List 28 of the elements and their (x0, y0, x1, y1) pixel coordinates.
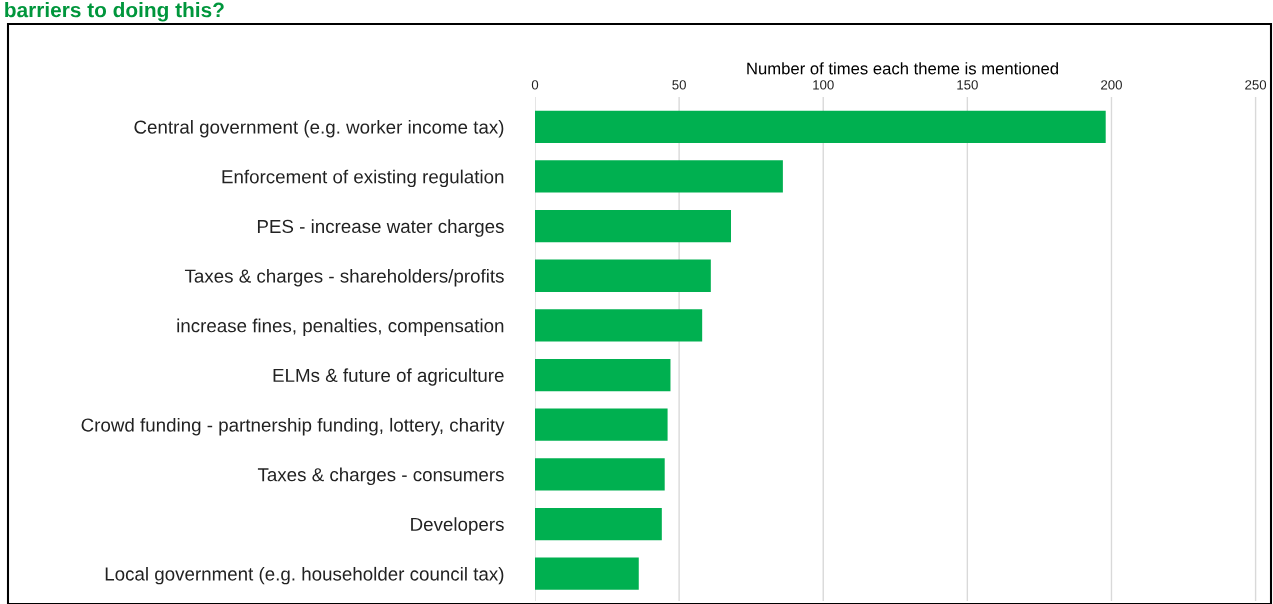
y-tick-label: Local government (e.g. householder council tax) (105, 566, 504, 585)
bar (535, 458, 665, 491)
y-tick-label: Taxes & charges - shareholders/profits (184, 268, 504, 287)
bar (535, 507, 662, 541)
bar (535, 309, 703, 342)
x-tick-label: 50 (672, 80, 686, 90)
y-tick-label: PES - increase water charges (257, 219, 504, 237)
x-axis-title: Number of times each theme is mentioned (747, 62, 1058, 75)
bar (535, 209, 731, 243)
y-tick-label: Enforcement of existing regulation (222, 169, 504, 188)
y-tick-label: Developers (411, 517, 504, 535)
x-tick-label: 100 (813, 80, 834, 90)
x-tick-label: 150 (957, 80, 978, 90)
text: barriers to doing this? (5, 2, 224, 22)
bar (535, 358, 671, 392)
x-tick-label: 250 (1245, 80, 1267, 90)
bar (535, 160, 783, 193)
y-tick-label: Central government (e.g. worker income tax) (134, 119, 504, 138)
x-tick-label: 200 (1101, 80, 1122, 90)
y-tick-label: ELMs & future of agriculture (273, 368, 504, 386)
y-tick-label: Crowd funding - partnership funding, lottery, charity (81, 417, 505, 436)
y-tick-label: increase fines, penalties, compensation (177, 318, 504, 337)
y-tick-label: Taxes & charges - consumers (257, 467, 504, 486)
bar (535, 557, 639, 590)
x-tick-label: 0 (531, 80, 539, 90)
bar (535, 408, 668, 441)
bar (535, 259, 711, 292)
bar (535, 110, 1106, 143)
